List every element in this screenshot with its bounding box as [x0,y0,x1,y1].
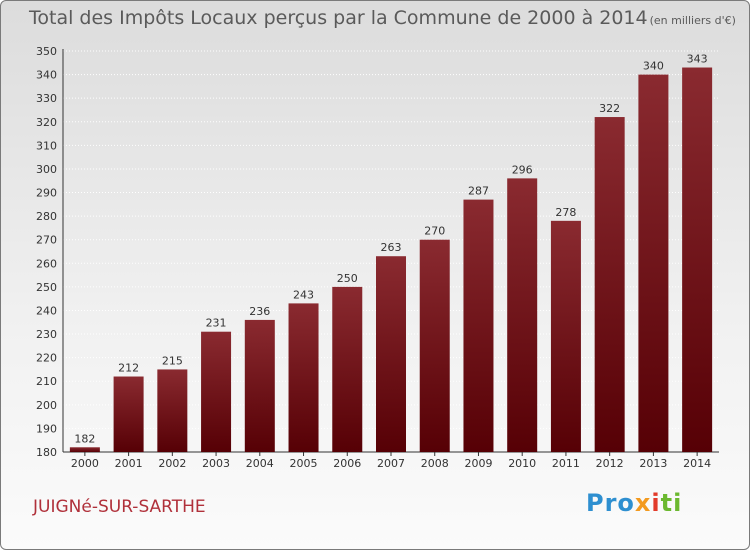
logo-part-1: Pro [586,489,635,517]
bar-value-label: 243 [293,288,314,301]
y-tick-label: 340 [36,69,57,82]
bar [419,239,450,452]
logo-part-3: i [651,489,661,517]
x-tick-label: 2008 [421,457,449,470]
y-tick-label: 180 [36,446,57,459]
y-tick-label: 190 [36,422,57,435]
y-tick-label: 350 [36,45,57,58]
bar [201,331,232,452]
bar [244,319,275,452]
bar [376,256,406,452]
y-tick-label: 270 [36,234,57,247]
bar-value-label: 270 [424,225,445,238]
y-tick-label: 220 [36,352,57,365]
bar-value-label: 182 [74,432,95,445]
bar [638,74,669,453]
proxiti-logo: Proxiti [586,489,682,517]
x-tick-label: 2007 [377,457,405,470]
bar-value-label: 263 [381,241,402,254]
x-tick-label: 2000 [71,457,99,470]
bar-value-label: 278 [555,206,576,219]
bar-value-label: 215 [162,354,183,367]
bar-value-label: 212 [118,362,139,375]
y-tick-label: 330 [36,92,57,105]
bar-value-label: 340 [643,60,664,73]
bar [463,199,494,452]
bar [332,286,363,452]
x-tick-label: 2013 [639,457,667,470]
x-tick-label: 2001 [115,457,143,470]
y-tick-label: 320 [36,116,57,129]
bar-value-label: 322 [599,102,620,115]
bar [113,376,144,452]
title-text: Total des Impôts Locaux perçus par la Co… [29,7,648,29]
bar-value-label: 343 [687,53,708,66]
y-tick-label: 200 [36,399,57,412]
y-tick-label: 240 [36,304,57,317]
logo-part-4: ti [660,489,683,517]
y-tick-label: 290 [36,187,57,200]
x-tick-label: 2002 [158,457,186,470]
x-tick-label: 2014 [683,457,711,470]
bar [288,303,319,452]
y-tick-label: 310 [36,139,57,152]
x-tick-label: 2012 [596,457,624,470]
bar [69,447,100,452]
bar [594,117,625,452]
y-tick-label: 210 [36,375,57,388]
bar [157,369,188,452]
bar [682,67,713,452]
bar [550,220,581,452]
x-tick-label: 2009 [464,457,492,470]
bar-value-label: 296 [512,163,533,176]
bar-value-label: 287 [468,185,489,198]
x-tick-label: 2004 [246,457,274,470]
x-tick-label: 2006 [333,457,361,470]
bar-chart: 180 190 200 210 220 230 240 250 260 270 280 290 300 3… [36,45,719,470]
bar-value-label: 231 [206,317,227,330]
y-tick-label: 280 [36,210,57,223]
bar [507,178,538,452]
x-tick-label: 2011 [552,457,580,470]
logo-part-2: x [634,489,652,517]
y-tick-label: 300 [36,163,57,176]
y-tick-label: 230 [36,328,57,341]
x-tick-label: 2005 [290,457,318,470]
bar-value-label: 236 [249,305,270,318]
chart-title: Total des Impôts Locaux perçus par la Co… [29,7,736,29]
x-tick-label: 2010 [508,457,536,470]
y-tick-label: 250 [36,281,57,294]
y-tick-label: 260 [36,257,57,270]
commune-name: JUIGNé-SUR-SARTHE [33,497,206,517]
bar-value-label: 250 [337,272,358,285]
unit-label: (en milliers d'€) [649,14,736,27]
x-tick-label: 2003 [202,457,230,470]
